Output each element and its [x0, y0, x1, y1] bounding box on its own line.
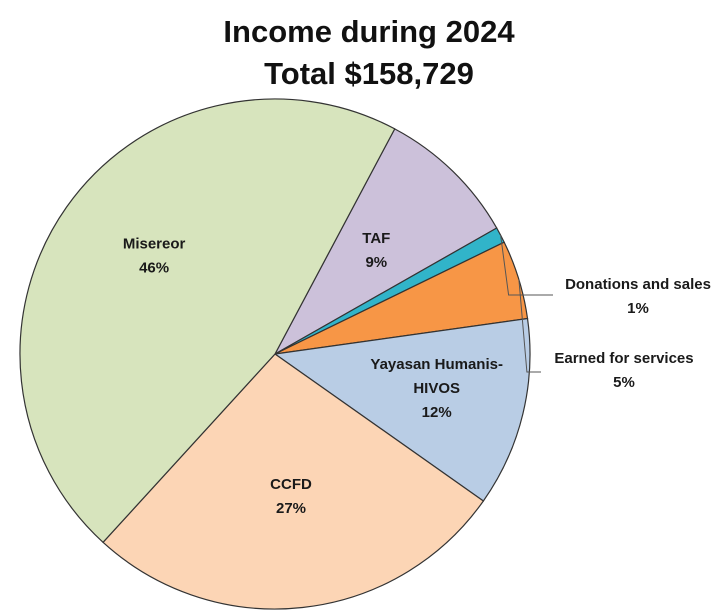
slice-label: Earned for services 5% [554, 350, 693, 391]
slice-label-name: Misereor [123, 236, 186, 253]
slice-label-name: TAF [362, 230, 390, 247]
slice-label-percent: 46% [139, 260, 169, 277]
chart-subtitle: Total $158,729 [264, 56, 474, 91]
pie-slice-ccfd [102, 353, 485, 610]
slice-label-name: Donations and sales [565, 276, 711, 293]
slice-label-percent: 1% [627, 300, 649, 317]
slice-label-name: Earned for services [554, 350, 693, 367]
slice-label-percent: 12% [422, 404, 452, 421]
slice-label: CCFD 27% [270, 476, 312, 517]
slice-label-percent: 27% [276, 500, 306, 517]
pie-slice-taf [273, 128, 498, 356]
slice-label: Yayasan Humanis- HIVOS 12% [370, 356, 503, 421]
slice-label-name: CCFD [270, 476, 312, 493]
slice-label: Misereor 46% [123, 236, 186, 277]
pie-slices [19, 98, 531, 610]
slice-label-percent: 9% [365, 254, 387, 271]
pie-slice-misereor [19, 98, 396, 544]
leader-line [518, 279, 541, 373]
slice-label: Donations and sales 1% [565, 276, 711, 317]
slice-labels: TAF 9% Donations and sales 1% Earned for ser… [123, 230, 711, 517]
slice-label-name: Yayasan Humanis- [370, 356, 503, 373]
slice-label-name: HIVOS [413, 380, 460, 397]
leader-line [500, 235, 553, 296]
leader-lines [500, 235, 553, 373]
slice-label-percent: 5% [613, 374, 635, 391]
slice-label: TAF 9% [362, 230, 390, 271]
pie-slice-yayasan-humanis-hivos [273, 317, 531, 502]
chart-title: Income during 2024 [223, 14, 515, 49]
